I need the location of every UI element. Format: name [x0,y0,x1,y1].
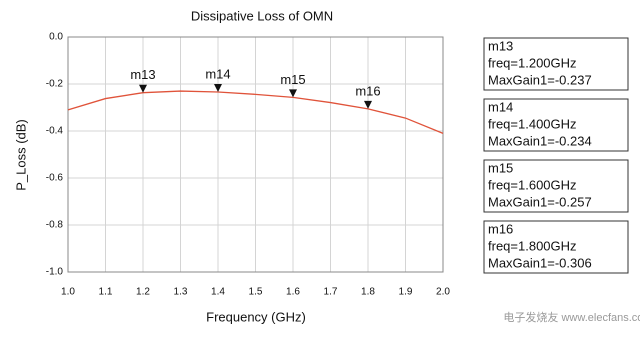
x-tick-label: 1.1 [99,287,113,298]
x-tick-label: 1.4 [211,287,225,298]
marker-box-gain: MaxGain1=-0.257 [488,194,592,209]
marker-box-gain: MaxGain1=-0.234 [488,133,592,148]
y-tick-label: -0.4 [46,126,64,137]
y-tick-label: -1.0 [46,267,64,278]
x-tick-label: 1.8 [361,287,375,298]
marker-label: m13 [130,67,155,82]
x-tick-label: 1.3 [174,287,188,298]
marker-label: m16 [355,83,380,98]
marker-box-freq: freq=1.200GHz [488,55,577,70]
marker [289,89,297,98]
marker-box [483,37,629,91]
marker-box-gain: MaxGain1=-0.306 [488,255,592,270]
x-axis-label: Frequency (GHz) [206,309,306,324]
marker-box [483,220,629,274]
marker-box-freq: freq=1.800GHz [488,238,577,253]
marker-label: m15 [280,72,305,87]
marker [139,84,147,93]
marker [364,100,372,109]
marker-box [483,159,629,213]
chart-title: Dissipative Loss of OMN [191,8,333,23]
marker-box-name: m16 [488,221,513,236]
y-tick-label: -0.2 [46,79,64,90]
y-tick-label: -0.6 [46,173,64,184]
y-axis-label: P_Loss (dB) [13,119,28,191]
x-tick-label: 1.2 [136,287,150,298]
marker-box-name: m15 [488,160,513,175]
marker [214,83,222,92]
plot-frame [67,36,444,273]
marker-box-name: m13 [488,38,513,53]
marker-box-freq: freq=1.400GHz [488,116,577,131]
marker-box-freq: freq=1.600GHz [488,177,577,192]
marker-label: m14 [205,66,230,81]
x-tick-label: 1.0 [61,287,75,298]
line [67,90,444,134]
marker-box-gain: MaxGain1=-0.237 [488,72,592,87]
watermark: 电子发烧友 www.elecfans.com [503,310,640,324]
y-tick-label: 0.0 [49,32,63,43]
x-tick-label: 1.7 [324,287,338,298]
marker-box-name: m14 [488,99,513,114]
x-tick-label: 1.6 [286,287,300,298]
x-tick-label: 2.0 [436,287,450,298]
y-tick-label: -0.8 [46,220,64,231]
marker-box [483,98,629,152]
x-tick-label: 1.9 [399,287,413,298]
x-tick-label: 1.5 [249,287,263,298]
